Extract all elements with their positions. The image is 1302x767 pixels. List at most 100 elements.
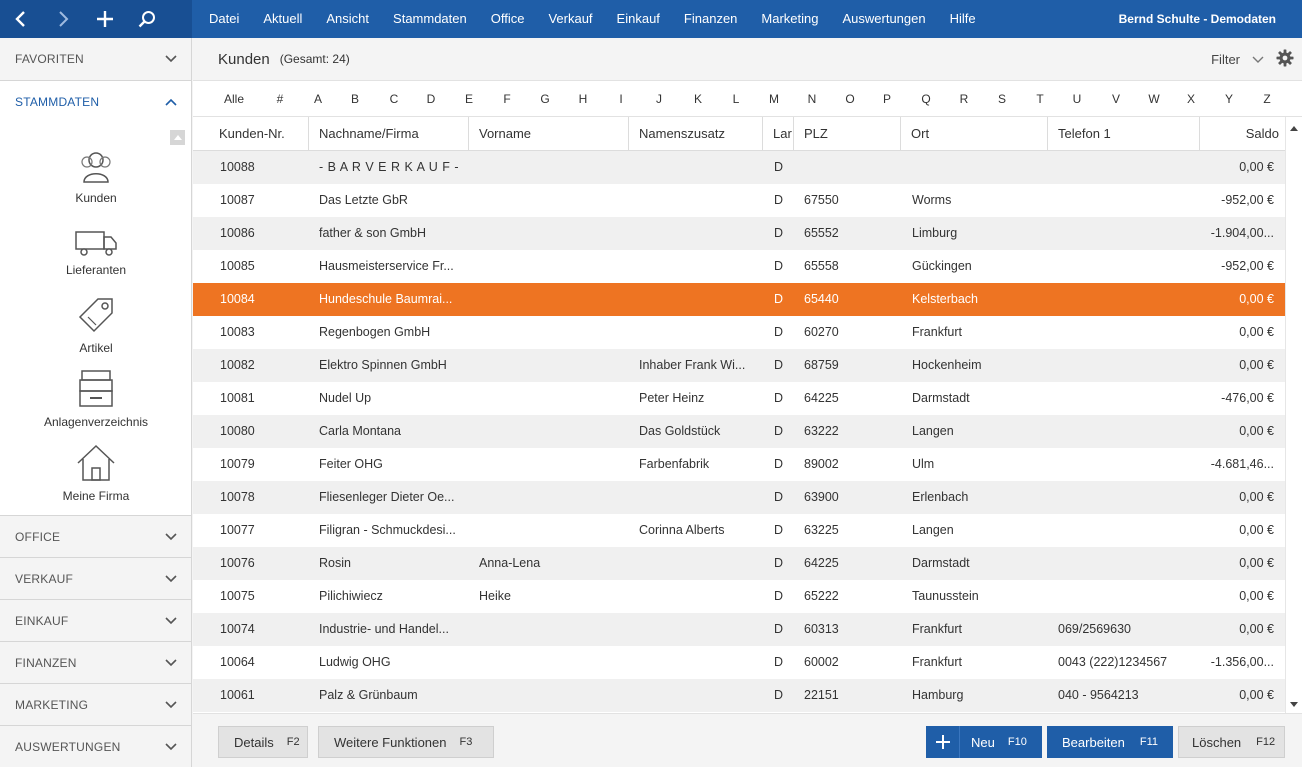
alphabet-letter-w[interactable]: W bbox=[1148, 92, 1160, 106]
column-header-plz[interactable]: PLZ bbox=[794, 117, 901, 151]
chevron-down-icon[interactable] bbox=[1252, 52, 1264, 67]
menu-item-hilfe[interactable]: Hilfe bbox=[949, 11, 976, 26]
alphabet-letter-h[interactable]: H bbox=[578, 92, 588, 106]
sidebar-section-marketing[interactable]: MARKETING bbox=[0, 684, 191, 726]
alphabet-letter-hash[interactable]: # bbox=[276, 92, 284, 106]
table-row[interactable]: 10061 Palz & Grünbaum D 22151 Hamburg 040 - 9… bbox=[193, 679, 1285, 712]
alphabet-letter-d[interactable]: D bbox=[426, 92, 436, 106]
column-header-vorname[interactable]: Vorname bbox=[469, 117, 629, 151]
table-row[interactable]: 10086 father & son GmbH D 65552 Limburg -1.90… bbox=[193, 217, 1285, 250]
alphabet-letter-n[interactable]: N bbox=[807, 92, 817, 106]
table-row[interactable]: 10081 Nudel Up Peter Heinz D 64225 Darmstadt -… bbox=[193, 382, 1285, 415]
sidebar-item-meine-firma[interactable]: Meine Firma bbox=[0, 443, 192, 503]
add-icon[interactable] bbox=[84, 0, 126, 38]
alphabet-letter-p[interactable]: P bbox=[882, 92, 892, 106]
gear-icon[interactable] bbox=[1276, 49, 1294, 70]
column-header-ort[interactable]: Ort bbox=[901, 117, 1048, 151]
menu-item-marketing[interactable]: Marketing bbox=[761, 11, 819, 26]
table-scrollbar[interactable] bbox=[1285, 117, 1302, 713]
forward-icon[interactable] bbox=[42, 0, 84, 38]
sidebar-item-kunden[interactable]: Kunden bbox=[0, 149, 192, 205]
column-header-namenszusatz[interactable]: Namenszusatz bbox=[629, 117, 763, 151]
alphabet-letter-l[interactable]: L bbox=[732, 92, 740, 106]
alphabet-letter-o[interactable]: O bbox=[845, 92, 855, 106]
search-icon[interactable] bbox=[126, 0, 168, 38]
table-row[interactable]: 10077 Filigran - Schmuckdesi... Corinna Al… bbox=[193, 514, 1285, 547]
menu-item-ansicht[interactable]: Ansicht bbox=[326, 11, 370, 26]
column-header-telefon-1[interactable]: Telefon 1 bbox=[1048, 117, 1200, 151]
sidebar-sections: OFFICE VERKAUF EINKAUF FINANZEN MARKETING AUS… bbox=[0, 516, 191, 767]
sidebar-section-stammdaten[interactable]: STAMMDATEN bbox=[0, 81, 191, 123]
new-button[interactable]: Neu F10 bbox=[926, 726, 1042, 758]
menu-item-stammdaten[interactable]: Stammdaten bbox=[393, 11, 467, 26]
table-row[interactable]: 10088 - B A R V E R K A U F - D 0,00 € bbox=[193, 151, 1285, 184]
table-row[interactable]: 10064 Ludwig OHG D 60002 Frankfurt 0043 (222)… bbox=[193, 646, 1285, 679]
table-row[interactable]: 10082 Elektro Spinnen GmbH Inhaber Frank W… bbox=[193, 349, 1285, 382]
alphabet-letter-q[interactable]: Q bbox=[921, 92, 931, 106]
alphabet-letter-r[interactable]: R bbox=[959, 92, 969, 106]
table-row[interactable]: 10078 Fliesenleger Dieter Oe... D 63900 Erle… bbox=[193, 481, 1285, 514]
sidebar-section-favoriten[interactable]: FAVORITEN bbox=[0, 38, 191, 81]
alphabet-letter-m[interactable]: M bbox=[769, 92, 779, 106]
menu-item-einkauf[interactable]: Einkauf bbox=[616, 11, 660, 26]
alphabet-letter-u[interactable]: U bbox=[1072, 92, 1082, 106]
table-row[interactable]: 10076 Rosin Anna-Lena D 64225 Darmstadt 0,00 € bbox=[193, 547, 1285, 580]
menu-item-office[interactable]: Office bbox=[490, 11, 525, 26]
alphabet-letter-k[interactable]: K bbox=[693, 92, 703, 106]
alphabet-letter-i[interactable]: I bbox=[619, 92, 623, 106]
table-row[interactable]: 10074 Industrie- und Handel... D 60313 Frank… bbox=[193, 613, 1285, 646]
filter-button[interactable]: Filter bbox=[1211, 51, 1240, 67]
alphabet-letter-j[interactable]: J bbox=[656, 92, 662, 106]
alphabet-letter-z[interactable]: Z bbox=[1263, 92, 1271, 106]
table-cell bbox=[912, 151, 1047, 184]
alphabet-letter-x[interactable]: X bbox=[1186, 92, 1196, 106]
sidebar-section-verkauf[interactable]: VERKAUF bbox=[0, 558, 191, 600]
alphabet-letter-v[interactable]: V bbox=[1111, 92, 1121, 106]
alphabet-letter-f[interactable]: F bbox=[503, 92, 511, 106]
alphabet-letter-alle[interactable]: Alle bbox=[223, 92, 245, 106]
panel-scroll-up-icon[interactable] bbox=[170, 130, 185, 145]
scroll-up-icon[interactable] bbox=[1286, 121, 1302, 135]
column-header-kunden-nr[interactable]: Kunden-Nr. bbox=[209, 117, 309, 151]
alphabet-letter-y[interactable]: Y bbox=[1224, 92, 1234, 106]
alphabet-letter-b[interactable]: B bbox=[350, 92, 360, 106]
menu-item-finanzen[interactable]: Finanzen bbox=[683, 11, 738, 26]
column-header-nachname-firma[interactable]: Nachname/Firma bbox=[309, 117, 469, 151]
table-cell bbox=[639, 481, 759, 514]
menu-item-verkauf[interactable]: Verkauf bbox=[548, 11, 593, 26]
table-cell: 10064 bbox=[220, 655, 255, 669]
sidebar-item-anlagenverzeichnis[interactable]: Anlagenverzeichnis bbox=[0, 369, 192, 429]
sidebar-section-office[interactable]: OFFICE bbox=[0, 516, 191, 558]
table-row[interactable]: 10087 Das Letzte GbR D 67550 Worms -952,00 € bbox=[193, 184, 1285, 217]
alphabet-letter-c[interactable]: C bbox=[389, 92, 399, 106]
sidebar-section-finanzen[interactable]: FINANZEN bbox=[0, 642, 191, 684]
sidebar-section-einkauf[interactable]: EINKAUF bbox=[0, 600, 191, 642]
alphabet-letter-a[interactable]: A bbox=[313, 92, 323, 106]
menu-item-aktuell[interactable]: Aktuell bbox=[263, 11, 303, 26]
alphabet-letter-e[interactable]: E bbox=[464, 92, 474, 106]
table-row[interactable]: 10075 Pilichiwiecz Heike D 65222 Taunusstein 0… bbox=[193, 580, 1285, 613]
sidebar-item-lieferanten[interactable]: Lieferanten bbox=[0, 227, 192, 277]
table-row[interactable]: 10084 Hundeschule Baumrai... D 65440 Kelster… bbox=[193, 283, 1285, 316]
alphabet-letter-g[interactable]: G bbox=[540, 92, 550, 106]
table-row[interactable]: 10085 Hausmeisterservice Fr... D 65558 Gücki… bbox=[193, 250, 1285, 283]
table-row[interactable]: 10079 Feiter OHG Farbenfabrik D 89002 Ulm -4.6… bbox=[193, 448, 1285, 481]
alphabet-letter-s[interactable]: S bbox=[997, 92, 1007, 106]
sidebar-section-auswertungen[interactable]: AUSWERTUNGEN bbox=[0, 726, 191, 767]
edit-button[interactable]: Bearbeiten F11 bbox=[1047, 726, 1173, 758]
menu-item-datei[interactable]: Datei bbox=[209, 11, 240, 26]
menu-item-auswertungen[interactable]: Auswertungen bbox=[842, 11, 926, 26]
back-icon[interactable] bbox=[0, 0, 42, 38]
details-button[interactable]: Details F2 bbox=[218, 726, 308, 758]
alphabet-letter-t[interactable]: T bbox=[1036, 92, 1044, 106]
column-header-saldo[interactable]: Saldo bbox=[1245, 126, 1279, 141]
scroll-down-icon[interactable] bbox=[1286, 697, 1302, 711]
more-functions-button[interactable]: Weitere Funktionen F3 bbox=[318, 726, 494, 758]
sidebar-item-label: Meine Firma bbox=[62, 489, 130, 503]
sidebar-item-artikel[interactable]: Artikel bbox=[0, 295, 192, 355]
column-header-lar[interactable]: Lar bbox=[763, 117, 794, 151]
table-row[interactable]: 10083 Regenbogen GmbH D 60270 Frankfurt 0,00 … bbox=[193, 316, 1285, 349]
delete-button[interactable]: Löschen F12 bbox=[1178, 726, 1285, 758]
table-row[interactable]: 10080 Carla Montana Das Goldstück D 63222 Lan… bbox=[193, 415, 1285, 448]
sidebar-item-label: Anlagenverzeichnis bbox=[43, 415, 149, 429]
